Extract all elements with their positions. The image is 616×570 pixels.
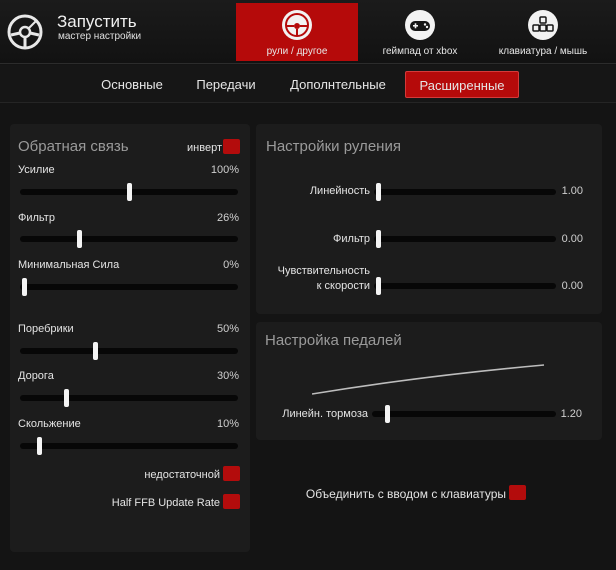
brake-curve-graph: [312, 364, 545, 395]
slider-value: 10%: [216, 418, 239, 430]
steering-wheel-icon: [282, 10, 312, 40]
tabs-bar: Основные Передачи Дополнтельные Расширен…: [0, 65, 616, 103]
slider-value: 1.00: [561, 185, 583, 197]
feedback-title: Обратная связь: [18, 138, 129, 155]
slider-thumb[interactable]: [127, 183, 132, 201]
slider-label: Фильтр: [333, 233, 370, 245]
force-slider[interactable]: [20, 183, 238, 201]
speed-sensitivity-slider[interactable]: [374, 277, 556, 295]
pedals-panel: Настройка педалей Линейн. тормоза 1.20: [256, 322, 602, 440]
slider-label: Линейность: [309, 185, 370, 197]
slider-thumb[interactable]: [376, 230, 381, 248]
tab-gears[interactable]: Передачи: [196, 77, 256, 92]
device-tab-label: геймпад от xbox: [382, 46, 458, 57]
gamepad-icon: [405, 10, 435, 40]
half-ffb-label: Half FFB Update Rate: [111, 497, 220, 509]
slider-label: Чувствительность: [277, 265, 370, 277]
device-tab-label: клавиатура / мышь: [498, 46, 588, 57]
slider-thumb[interactable]: [385, 405, 390, 423]
slider-value: 1.20: [560, 408, 582, 420]
app-title: Запустить: [57, 12, 137, 31]
slider-value: 0.00: [561, 233, 583, 245]
linearity-slider[interactable]: [374, 183, 556, 201]
brake-linearity-slider[interactable]: [372, 405, 556, 423]
slider-value: 30%: [216, 370, 239, 382]
tab-advanced[interactable]: Расширенные: [405, 71, 519, 98]
slider-thumb[interactable]: [64, 389, 69, 407]
slider-label: Фильтр: [18, 212, 55, 224]
keyboard-icon: [528, 10, 558, 40]
slider-thumb[interactable]: [376, 277, 381, 295]
slider-thumb[interactable]: [376, 183, 381, 201]
slip-slider[interactable]: [20, 437, 238, 455]
understeer-label: недостаточной: [144, 469, 220, 481]
slider-label: Усилие: [18, 164, 55, 176]
device-tab-label: рули / другое: [266, 46, 328, 57]
slider-label: Дорога: [18, 370, 54, 382]
slider-label: Минимальная Сила: [18, 259, 120, 271]
slider-value: 26%: [216, 212, 239, 224]
road-slider[interactable]: [20, 389, 238, 407]
app-subtitle: мастер настройки: [58, 31, 142, 42]
combine-keyboard-label: Объединить с вводом с клавиатуры: [305, 487, 506, 501]
combine-keyboard-checkbox[interactable]: [509, 485, 526, 500]
steering-panel: Настройки руления Линейность 1.00 Фильтр…: [256, 124, 602, 314]
device-tab-wheel[interactable]: рули / другое: [236, 3, 358, 61]
slider-value: 50%: [216, 323, 239, 335]
understeer-checkbox[interactable]: [223, 466, 240, 481]
device-tab-gamepad[interactable]: геймпад от xbox: [366, 3, 474, 61]
steering-logo-icon[interactable]: [6, 13, 44, 51]
slider-value: 0.00: [561, 280, 583, 292]
slider-thumb[interactable]: [22, 278, 27, 296]
slider-thumb[interactable]: [37, 437, 42, 455]
slider-label: Линейн. тормоза: [282, 408, 368, 420]
slider-thumb[interactable]: [93, 342, 98, 360]
header: Запустить мастер настройки рули / другое…: [0, 0, 616, 64]
device-tab-keyboard[interactable]: клавиатура / мышь: [488, 3, 598, 61]
slider-value: 100%: [210, 164, 239, 176]
min-force-slider[interactable]: [20, 278, 238, 296]
slider-label: Поребрики: [18, 323, 74, 335]
pedals-title: Настройка педалей: [265, 332, 402, 349]
slider-label-line2: к скорости: [316, 280, 370, 292]
tab-basic[interactable]: Основные: [101, 77, 163, 92]
slider-thumb[interactable]: [77, 230, 82, 248]
invert-checkbox[interactable]: [223, 139, 240, 154]
slider-label: Скольжение: [18, 418, 81, 430]
brake-curve-line: [312, 364, 545, 395]
feedback-panel: Обратная связь инверт Усилие 100% Фильтр…: [10, 124, 250, 552]
kerbs-slider[interactable]: [20, 342, 238, 360]
steering-filter-slider[interactable]: [374, 230, 556, 248]
filter-slider[interactable]: [20, 230, 238, 248]
tab-additional[interactable]: Дополнтельные: [290, 77, 386, 92]
half-ffb-checkbox[interactable]: [223, 494, 240, 509]
slider-value: 0%: [223, 259, 239, 271]
steering-title: Настройки руления: [266, 138, 401, 155]
invert-label: инверт: [187, 142, 222, 154]
